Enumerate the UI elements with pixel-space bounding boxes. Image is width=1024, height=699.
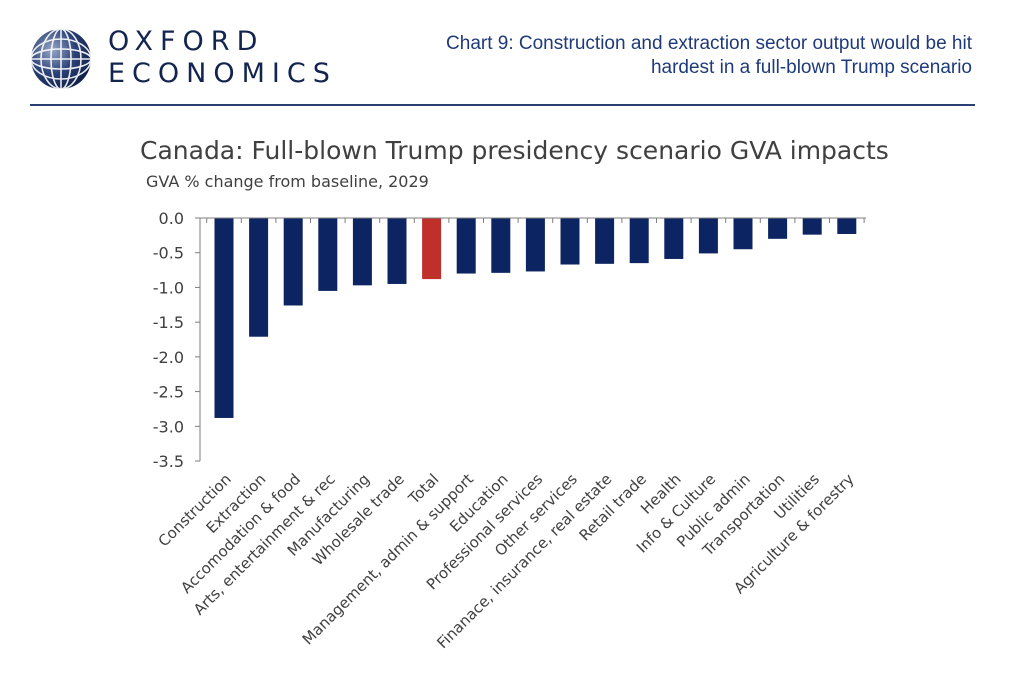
page-title: Chart 9: Construction and extraction sec… [332, 32, 972, 80]
bar [318, 218, 338, 291]
y-tick-label: -1.0 [153, 278, 184, 297]
bar [422, 218, 442, 280]
page-title-line-2: hardest in a full-blown Trump scenario [650, 57, 972, 78]
y-tick-label: -0.5 [153, 244, 184, 263]
bar [837, 218, 857, 234]
brand-line-2: ECONOMICS [108, 58, 337, 89]
y-tick-label: -3.5 [153, 452, 184, 471]
bar [595, 218, 615, 264]
y-tick-label: -1.5 [153, 313, 184, 332]
bar [560, 218, 580, 265]
chart-title: Canada: Full-blown Trump presidency scen… [140, 136, 889, 165]
bar [664, 218, 684, 259]
header-divider [30, 104, 975, 106]
bar [768, 218, 788, 239]
y-tick-label: 0.0 [159, 209, 184, 228]
bar [733, 218, 753, 250]
bar [456, 218, 476, 274]
bar [491, 218, 511, 273]
globe-icon [30, 28, 92, 90]
brand-line-1: OXFORD [108, 26, 265, 57]
y-tick-label: -3.0 [153, 417, 184, 436]
brand-logo: OXFORD ECONOMICS [30, 26, 330, 92]
bar [629, 218, 649, 264]
bar [802, 218, 822, 235]
y-tick-label: -2.0 [153, 348, 184, 367]
y-tick-label: -2.5 [153, 383, 184, 402]
bar [249, 218, 269, 337]
page-title-line-1: Chart 9: Construction and extraction sec… [446, 33, 972, 54]
bar [525, 218, 545, 272]
bar [352, 218, 372, 286]
brand-name: OXFORD ECONOMICS [108, 26, 337, 90]
chart-subtitle: GVA % change from baseline, 2029 [146, 172, 429, 191]
bar [387, 218, 407, 284]
bar [698, 218, 718, 254]
bar [214, 218, 234, 418]
bar [283, 218, 303, 306]
